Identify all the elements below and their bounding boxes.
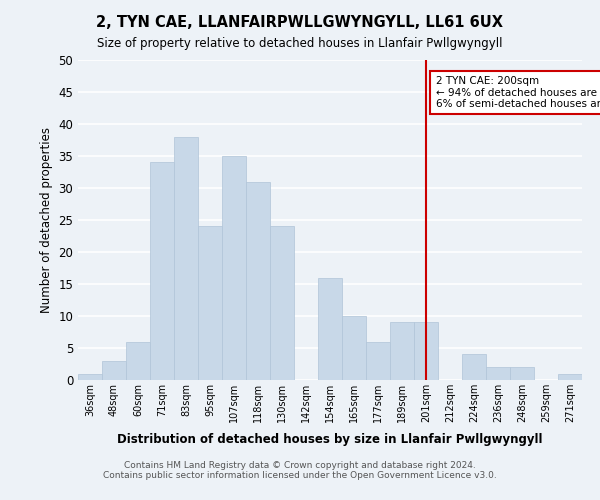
Bar [270, 226, 294, 380]
Bar [558, 374, 582, 380]
Text: Distribution of detached houses by size in Llanfair Pwllgwyngyll: Distribution of detached houses by size … [117, 432, 543, 446]
Bar [366, 342, 390, 380]
Bar [174, 137, 198, 380]
Bar [486, 367, 510, 380]
Text: Size of property relative to detached houses in Llanfair Pwllgwyngyll: Size of property relative to detached ho… [97, 38, 503, 51]
Bar [150, 162, 174, 380]
Bar [510, 367, 534, 380]
Text: 2, TYN CAE, LLANFAIRPWLLGWYNGYLL, LL61 6UX: 2, TYN CAE, LLANFAIRPWLLGWYNGYLL, LL61 6… [97, 15, 503, 30]
Text: Contains HM Land Registry data © Crown copyright and database right 2024.
Contai: Contains HM Land Registry data © Crown c… [103, 460, 497, 480]
Bar [198, 226, 222, 380]
Bar [414, 322, 438, 380]
Bar [246, 182, 270, 380]
Bar [390, 322, 414, 380]
Bar [126, 342, 150, 380]
Bar [222, 156, 246, 380]
Bar [318, 278, 342, 380]
Bar [102, 361, 126, 380]
Bar [78, 374, 102, 380]
Y-axis label: Number of detached properties: Number of detached properties [40, 127, 53, 313]
Bar [462, 354, 486, 380]
Text: 2 TYN CAE: 200sqm
← 94% of detached houses are smaller (246)
6% of semi-detached: 2 TYN CAE: 200sqm ← 94% of detached hous… [436, 76, 600, 109]
Bar [342, 316, 366, 380]
